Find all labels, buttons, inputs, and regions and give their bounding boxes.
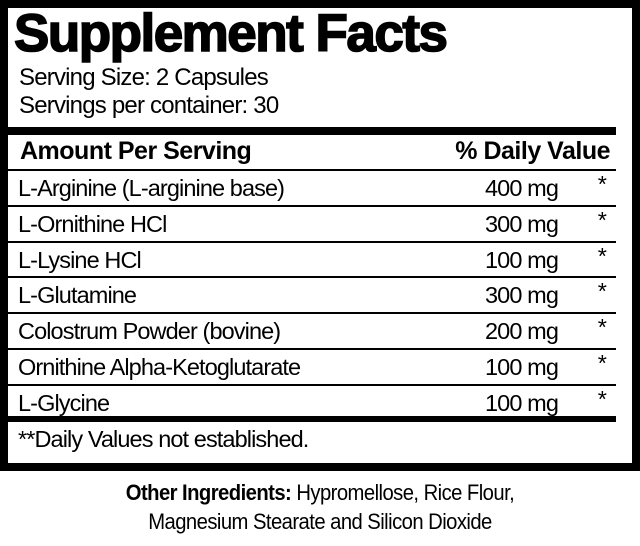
ingredient-amount: 300 mg bbox=[485, 210, 559, 237]
row-divider bbox=[8, 348, 616, 350]
ingredient-daily-value: * bbox=[597, 350, 607, 376]
ingredient-name: L-Glutamine bbox=[18, 282, 137, 309]
ingredient-amount: 300 mg bbox=[485, 282, 559, 309]
ingredient-row: Colostrum Powder (bovine) 200 mg * bbox=[8, 314, 616, 348]
other-ingredients-label: Other Ingredients: bbox=[125, 480, 292, 505]
ingredient-daily-value: * bbox=[597, 385, 607, 412]
amount-per-serving-header: Amount Per Serving bbox=[20, 137, 252, 165]
serving-size: Serving Size: 2 Capsules bbox=[19, 64, 269, 91]
thick-divider bbox=[8, 127, 616, 135]
ingredient-daily-value: * bbox=[597, 171, 607, 197]
ingredient-amount: 400 mg bbox=[485, 175, 559, 201]
ingredient-row: L-Arginine (L-arginine base) 400 mg * bbox=[8, 171, 616, 205]
panel-title: Supplement Facts bbox=[13, 3, 449, 64]
footnote: **Daily Values not established. bbox=[18, 426, 309, 452]
ingredient-daily-value: * bbox=[597, 242, 607, 269]
ingredient-daily-value: * bbox=[597, 278, 607, 305]
other-ingredients-line2: Magnesium Stearate and Silicon Dioxide bbox=[148, 509, 492, 534]
ingredient-name: L-Glycine bbox=[18, 389, 110, 416]
servings-per-container: Servings per container: 30 bbox=[19, 92, 279, 119]
ingredient-name: Ornithine Alpha-Ketoglutarate bbox=[18, 354, 301, 380]
ingredient-row: L-Glutamine 300 mg * bbox=[8, 278, 616, 312]
ingredient-row: L-Lysine HCl 100 mg * bbox=[8, 243, 616, 277]
ingredient-row: L-Glycine 100 mg * bbox=[8, 386, 616, 420]
ingredient-name: L-Ornithine HCl bbox=[18, 210, 167, 237]
ingredient-amount: 100 mg bbox=[485, 246, 559, 273]
row-divider bbox=[8, 204, 616, 207]
ingredient-name: L-Arginine (L-arginine base) bbox=[18, 175, 285, 201]
row-divider bbox=[8, 169, 616, 171]
ingredient-amount: 100 mg bbox=[485, 354, 559, 380]
ingredient-row: Ornithine Alpha-Ketoglutarate 100 mg * bbox=[8, 350, 616, 384]
other-ingredients-line1: Hypromellose, Rice Flour, bbox=[291, 480, 515, 505]
ingredient-amount: 100 mg bbox=[485, 389, 559, 416]
thick-divider bbox=[8, 416, 616, 422]
supplement-facts-panel bbox=[0, 0, 640, 471]
ingredient-amount: 200 mg bbox=[485, 318, 559, 345]
row-divider bbox=[8, 276, 616, 279]
ingredient-daily-value: * bbox=[597, 314, 607, 341]
row-divider bbox=[8, 240, 616, 243]
daily-value-header: % Daily Value bbox=[455, 137, 610, 165]
row-divider bbox=[8, 312, 616, 315]
ingredient-name: L-Lysine HCl bbox=[18, 246, 142, 273]
ingredient-daily-value: * bbox=[597, 206, 607, 233]
ingredient-row: L-Ornithine HCl 300 mg * bbox=[8, 207, 616, 241]
other-ingredients: Other Ingredients: Hypromellose, Rice Fl… bbox=[26, 478, 615, 536]
row-divider bbox=[8, 383, 616, 386]
ingredient-name: Colostrum Powder (bovine) bbox=[18, 318, 281, 345]
